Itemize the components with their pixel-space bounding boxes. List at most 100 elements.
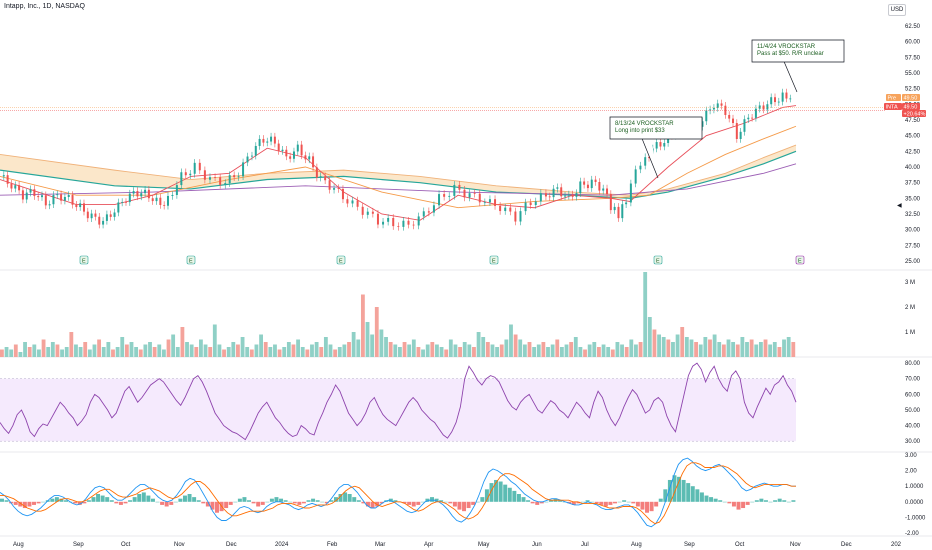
volume-bar [564, 344, 569, 357]
candle-body [417, 216, 420, 226]
macd-tick-label: 0.0000 [905, 500, 924, 506]
volume-bar [698, 344, 703, 357]
macd-tick-label: 1.0000 [905, 484, 924, 490]
macd-histogram-bar [187, 494, 192, 502]
candle-body [617, 206, 620, 219]
time-tick-label: 202 [891, 542, 902, 548]
volume-bar [194, 347, 199, 357]
macd-histogram-bar [768, 501, 773, 503]
rsi-tick-label: 60.00 [905, 392, 921, 398]
price-tick-label: 35.00 [905, 196, 921, 202]
volume-bar [439, 347, 444, 357]
volume-bar [46, 347, 51, 357]
macd-histogram-bar [228, 501, 233, 505]
ma-short-line [0, 105, 797, 221]
macd-histogram-bar [763, 500, 768, 502]
volume-bar [23, 342, 27, 357]
currency-button[interactable]: USD [888, 4, 906, 16]
time-tick-label: Jul [581, 542, 589, 548]
candle-body [300, 144, 303, 156]
macd-histogram-bar [233, 501, 238, 503]
candle-body [728, 114, 731, 119]
volume-bar [161, 349, 166, 357]
candle-body [163, 205, 166, 206]
macd-histogram-bar [36, 501, 41, 504]
macd-histogram-bar [329, 500, 334, 502]
macd-histogram-bar [251, 501, 256, 504]
volume-bar [634, 344, 638, 357]
macd-histogram-bar [365, 501, 370, 507]
macd-histogram-bar [338, 494, 343, 502]
macd-histogram-bar [416, 501, 421, 505]
candle-body [644, 157, 647, 166]
volume-bar [175, 347, 180, 357]
volume-bar [185, 342, 189, 357]
volume-bar [647, 317, 652, 357]
volume-bar [305, 349, 310, 357]
time-tick-label: Oct [121, 542, 131, 548]
macd-histogram-bar [315, 500, 320, 502]
macd-histogram-bar [283, 500, 288, 502]
candle-body [407, 220, 410, 225]
volume-bar [199, 339, 203, 357]
earnings-marker [795, 255, 805, 265]
volume-bar [425, 344, 430, 357]
time-tick-label: Dec [226, 542, 237, 548]
annotation-nov-line1: 11/4/24 VROCKSTAR [757, 44, 816, 50]
volume-bar [763, 339, 768, 357]
candle-body [214, 177, 217, 178]
candle-body [94, 213, 97, 217]
candle-body [629, 183, 632, 203]
macd-histogram-bar [105, 497, 110, 502]
volume-bar [370, 334, 375, 357]
volume-bar [615, 342, 620, 357]
macd-histogram-bar [420, 501, 425, 503]
volume-bar [217, 344, 222, 357]
macd-histogram-bar [745, 501, 750, 505]
annotation-nov-box [751, 39, 845, 93]
macd-histogram-bar [192, 497, 197, 502]
volume-bar [143, 344, 148, 357]
candle-body [509, 207, 512, 212]
macd-histogram-bar [658, 498, 663, 502]
volume-bar [652, 329, 657, 357]
volume-bar [347, 342, 351, 357]
candle-body [10, 183, 13, 189]
volume-bar [87, 349, 92, 357]
volume-bar [555, 339, 560, 357]
volume-bar [495, 347, 500, 357]
macd-histogram-bar [64, 500, 69, 502]
macd-histogram-bar [425, 498, 430, 502]
candle-body [735, 123, 738, 139]
candle-body [609, 194, 612, 211]
macd-histogram-bar [320, 501, 325, 503]
macd-histogram-bar [571, 501, 576, 505]
volume-bar [328, 344, 333, 357]
volume-bar [69, 332, 74, 357]
volume-bar [768, 344, 773, 357]
volume-bar [546, 347, 550, 357]
volume-bar [601, 344, 606, 357]
candle-body [159, 197, 162, 206]
candle-body [237, 176, 240, 178]
macd-histogram-bar [709, 497, 714, 502]
volume-bar [740, 337, 745, 357]
volume-bar [661, 337, 666, 357]
macd-histogram-bar [462, 501, 467, 512]
macd-histogram-bar [585, 500, 590, 502]
ma-long2-line [0, 144, 797, 196]
volume-bar [518, 339, 523, 357]
candle-body [448, 195, 451, 197]
volume-bar [402, 342, 407, 357]
candle-body [98, 216, 101, 225]
candle-body [113, 212, 116, 217]
volume-bar [342, 344, 347, 357]
macd-histogram-bar [82, 501, 87, 504]
macd-histogram-bar [388, 498, 393, 502]
candle-body [33, 189, 36, 197]
candle-body [720, 103, 723, 106]
macd-histogram-bar [786, 501, 791, 503]
macd-line [0, 457, 796, 528]
macd-histogram-bar [178, 498, 183, 502]
